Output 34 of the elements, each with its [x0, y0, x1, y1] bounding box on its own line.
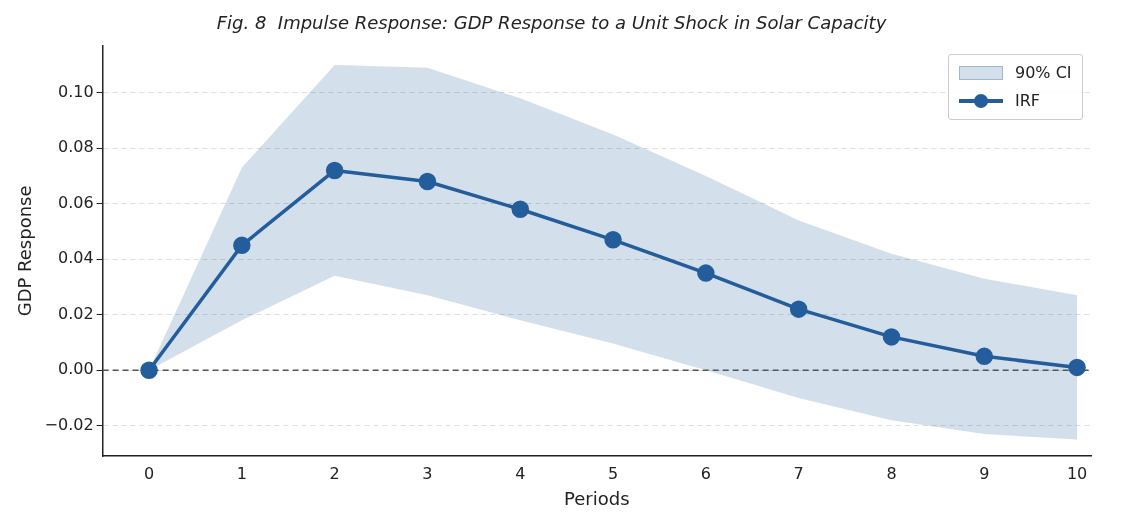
x-tick-label: 5 [607, 463, 619, 483]
y-tick-label: 0.06 [58, 192, 94, 212]
point [1068, 358, 1086, 377]
x-tick-label: 1 [236, 463, 247, 483]
x-tick-label: 8 [886, 463, 897, 483]
y-tick-label: 0.04 [58, 248, 94, 268]
y-tick-label: −0.02 [44, 414, 94, 434]
y-tick-label: 0.02 [58, 303, 94, 323]
x-tick-label: 7 [793, 463, 804, 483]
point [789, 300, 808, 318]
y-tick-label: 0.00 [58, 359, 94, 379]
point [882, 328, 901, 346]
y-tick-label: 0.10 [58, 81, 94, 101]
point [697, 264, 715, 282]
annotation: 90% CI [1015, 63, 1072, 83]
y-axis-title: GDP Response [14, 185, 36, 317]
point [140, 361, 158, 379]
point [511, 200, 529, 219]
point [418, 172, 437, 191]
y-tick-label: 0.08 [58, 137, 94, 157]
x-tick-label: 2 [329, 463, 340, 483]
point [325, 161, 344, 180]
x-tick-label: 0 [143, 463, 155, 483]
x-tick-label: 6 [700, 463, 711, 483]
point [975, 347, 994, 366]
chart-title: Fig. 8 Impulse Response: GDP Response to a Unit Shock in Solar Capacity [216, 12, 887, 34]
x-tick-label: 3 [422, 463, 433, 483]
point [233, 236, 251, 255]
x-axis-title: Periods [564, 487, 630, 509]
point [604, 231, 622, 249]
legend-label: IRF [1015, 91, 1041, 111]
x-tick-label: 9 [979, 463, 990, 483]
x-tick-label: 4 [515, 463, 526, 483]
x-tick-label: 10 [1066, 463, 1088, 483]
